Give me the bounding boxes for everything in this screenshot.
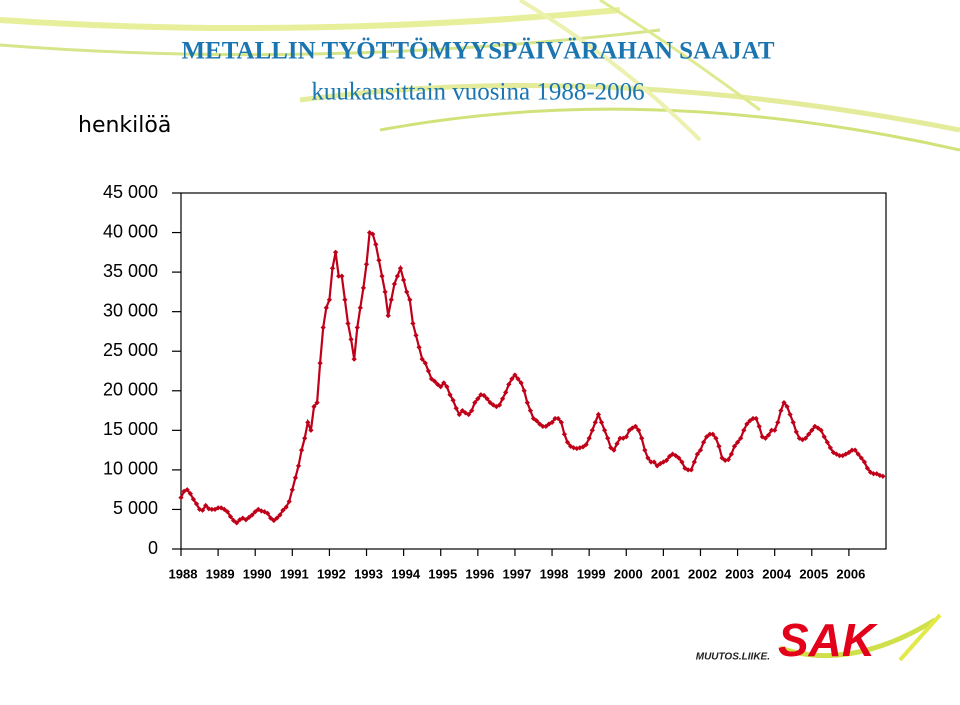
x-tick-label: 1993: [354, 566, 383, 581]
x-tick-label: 2001: [651, 566, 680, 581]
x-tick-label: 1995: [428, 566, 457, 581]
y-tick-label: 35 000: [103, 261, 158, 281]
x-tick-label: 1988: [169, 566, 198, 581]
logo: MUUTOS.LIIKE. SAK: [696, 613, 942, 666]
y-tick-label: 15 000: [103, 419, 158, 439]
logo-name: SAK: [778, 614, 878, 666]
x-tick-label: 2004: [762, 566, 792, 581]
x-tick-label: 1998: [540, 566, 569, 581]
x-tick-label: 1994: [391, 566, 421, 581]
x-tick-label: 1992: [317, 566, 346, 581]
y-tick-label: 5 000: [113, 498, 158, 518]
x-tick-label: 1999: [577, 566, 606, 581]
y-tick-label: 10 000: [103, 459, 158, 479]
x-tick-label: 1997: [502, 566, 531, 581]
y-tick-label: 40 000: [103, 221, 158, 241]
x-tick-label: 2005: [799, 566, 828, 581]
plot-frame: [180, 192, 887, 550]
y-tick-label: 30 000: [103, 300, 158, 320]
x-tick-label: 2002: [688, 566, 717, 581]
y-tick-label: 0: [148, 538, 158, 558]
x-tick-label: 1989: [206, 566, 235, 581]
x-tick-label: 2006: [836, 566, 865, 581]
y-tick-label: 20 000: [103, 380, 158, 400]
x-tick-label: 2003: [725, 566, 754, 581]
y-tick-label: 45 000: [103, 182, 158, 202]
logo-tagline: MUUTOS.LIIKE.: [696, 652, 770, 663]
chart-subtitle: kuukausittain vuosina 1988-2006: [311, 79, 644, 106]
y-axis-label: henkilöä: [78, 113, 171, 138]
data-line: [178, 229, 886, 526]
x-tick-label: 2000: [614, 566, 643, 581]
x-tick-label: 1996: [465, 566, 494, 581]
decor-swoosh: [0, 0, 960, 152]
plot: 0 5 000 10 000 15 000 20 000 25 000 30 000 35 0…: [103, 182, 886, 581]
chart-title: METALLIN TYÖTTÖMYYSPÄIVÄRAHAN SAAJAT: [181, 38, 774, 65]
x-tick-label: 1991: [280, 566, 309, 581]
y-tick-label: 25 000: [103, 340, 158, 360]
x-tick-label: 1990: [243, 566, 272, 581]
